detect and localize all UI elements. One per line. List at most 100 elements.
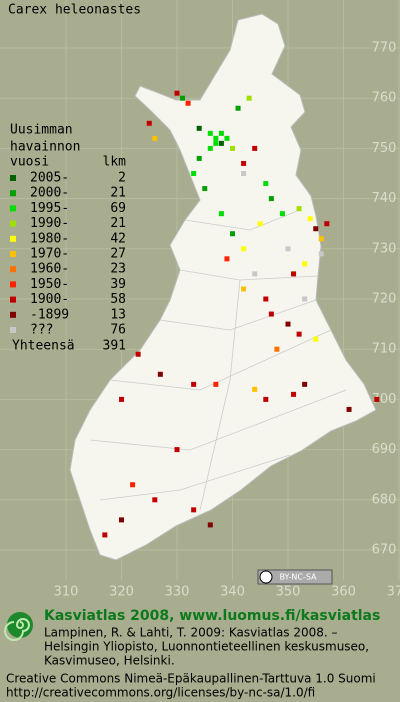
record-square — [119, 517, 124, 523]
x-tick-label: 310 — [54, 585, 79, 600]
region-borders — [89, 209, 347, 511]
total-label: Yhteensä — [12, 339, 75, 354]
record-square — [218, 130, 224, 136]
legend-count: 13 — [110, 307, 126, 322]
record-square — [302, 381, 308, 387]
badge-text: BY-NC-SA — [279, 573, 317, 582]
record-square — [241, 171, 247, 176]
legend-count: 2 — [118, 171, 126, 186]
citation: Lampinen, R. & Lahti, T. 2009: Kasviatla… — [44, 626, 338, 640]
legend-swatch — [10, 311, 16, 318]
record-square — [130, 482, 136, 488]
record-square — [119, 396, 124, 402]
legend-count: 58 — [110, 292, 126, 307]
record-square — [218, 211, 224, 217]
legend-label: 1950- — [30, 277, 69, 292]
y-tick-label: 760 — [372, 91, 397, 106]
record-square — [285, 246, 291, 252]
legend-swatch — [10, 205, 16, 212]
legend-swatch — [10, 281, 16, 288]
record-square — [213, 135, 219, 141]
record-square — [230, 145, 235, 151]
record-square — [157, 371, 163, 377]
x-tick-label: 330 — [165, 585, 190, 600]
record-square — [191, 171, 197, 176]
record-square — [241, 286, 247, 292]
y-tick-label: 720 — [372, 292, 397, 307]
legend-label: 2000- — [30, 186, 69, 201]
legend-swatch — [10, 266, 16, 273]
x-tick-label: 350 — [276, 585, 301, 600]
legend-label: ??? — [30, 323, 53, 338]
record-square — [263, 296, 269, 302]
legend-swatch — [10, 175, 16, 181]
y-tick-label: 730 — [372, 241, 397, 256]
record-square — [174, 90, 180, 96]
record-square — [152, 135, 158, 141]
x-tick-label: 320 — [109, 585, 134, 600]
record-square — [146, 120, 152, 126]
record-square — [252, 145, 258, 151]
legend-count-heading: lkm — [103, 155, 127, 170]
record-square — [185, 100, 191, 106]
record-square — [152, 497, 158, 503]
record-square — [207, 145, 213, 151]
record-square — [230, 231, 235, 237]
record-square — [374, 396, 380, 402]
x-tick-label: 360 — [331, 585, 356, 600]
record-square — [279, 211, 285, 217]
y-tick-label: 700 — [372, 392, 397, 407]
record-square — [102, 532, 108, 538]
x-tick-label: 370 — [387, 585, 400, 600]
record-square — [180, 95, 186, 101]
legend-count: 23 — [110, 262, 126, 277]
record-square — [268, 311, 274, 317]
legend-count: 21 — [110, 216, 126, 231]
record-square — [318, 251, 324, 257]
record-square — [313, 226, 319, 232]
y-tick-label: 680 — [372, 492, 397, 507]
record-square — [257, 221, 263, 227]
badge-icon — [259, 570, 273, 584]
record-square — [291, 271, 297, 277]
legend-label: 1990- — [30, 216, 69, 231]
record-square — [213, 140, 219, 146]
legend-swatch — [10, 296, 16, 303]
legend-label: 1980- — [30, 231, 69, 246]
record-square — [235, 105, 241, 111]
record-square — [274, 346, 280, 352]
record-square — [191, 507, 197, 513]
record-square — [246, 95, 252, 101]
record-square — [135, 351, 141, 357]
legend-label: 1960- — [30, 262, 69, 277]
logo — [4, 612, 33, 641]
logo-spiral — [4, 618, 30, 641]
finland-outline — [69, 13, 377, 561]
record-square — [224, 256, 230, 262]
record-square — [174, 447, 180, 453]
legend-count: 42 — [110, 231, 126, 246]
legend-swatch — [10, 251, 16, 257]
legend-heading: Uusimman — [10, 123, 73, 138]
license: Creative Commons Nimeä-Epäkaupallinen-Ta… — [6, 672, 376, 686]
license: http://creativecommons.org/licenses/by-n… — [6, 686, 315, 700]
record-square — [285, 321, 291, 327]
record-square — [268, 196, 274, 202]
legend-count: 76 — [110, 323, 126, 338]
record-square — [302, 296, 308, 302]
record-square — [213, 381, 219, 387]
y-tick-label: 770 — [372, 41, 397, 56]
y-tick-label: 670 — [372, 543, 397, 558]
record-square — [263, 181, 269, 187]
legend-count: 21 — [110, 186, 126, 201]
record-square — [346, 406, 352, 412]
record-square — [241, 246, 247, 252]
legend-count: 27 — [110, 247, 126, 262]
legend-label: 1900- — [30, 292, 69, 307]
legend-label: -1899 — [30, 307, 69, 322]
record-square — [191, 381, 197, 387]
legend-swatch — [10, 235, 16, 242]
legend-label: 1970- — [30, 247, 69, 262]
legend-swatch — [10, 190, 16, 197]
record-square — [296, 331, 302, 337]
